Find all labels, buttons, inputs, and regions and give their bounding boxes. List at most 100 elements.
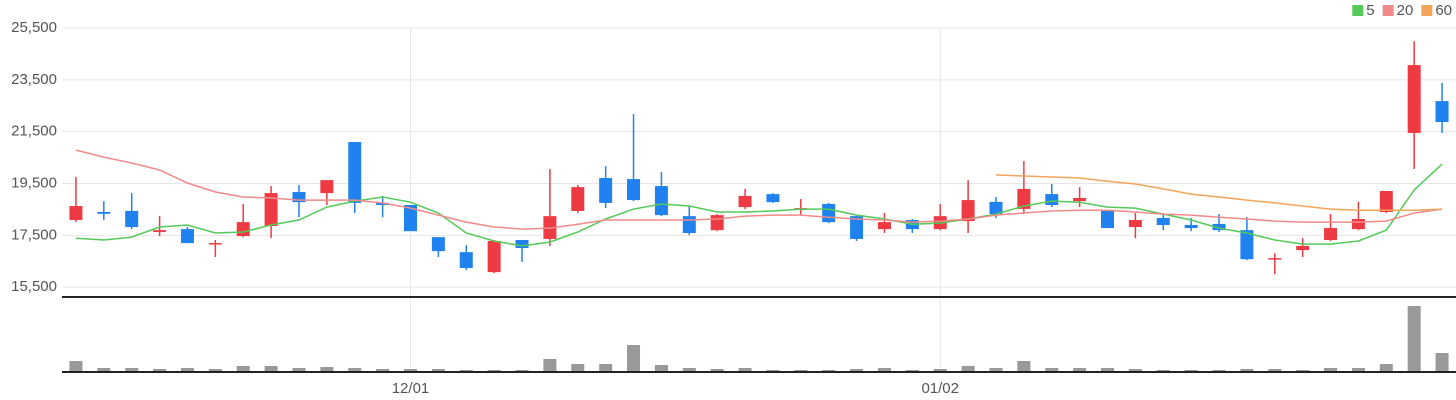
volume-bar [543, 359, 557, 372]
candle-body [1296, 245, 1310, 251]
candle-body [292, 192, 306, 203]
candle-body [682, 216, 696, 233]
y-tick-label: 23,500 [11, 71, 57, 88]
volume-bar [1101, 368, 1114, 372]
legend-label: 60 [1435, 2, 1452, 19]
volume-bar [710, 369, 724, 372]
candle-body [1128, 220, 1142, 228]
volume-bar [1045, 368, 1059, 372]
volume-bar [180, 368, 194, 372]
volume-bar [989, 368, 1003, 372]
candle-body [599, 178, 613, 203]
legend-swatch [1421, 5, 1433, 16]
candle-body [459, 252, 473, 268]
volume-bar [208, 369, 222, 372]
legend-label: 5 [1366, 2, 1374, 19]
candle-body [97, 211, 111, 214]
volume-bar [850, 369, 864, 372]
candle-body [627, 179, 641, 201]
volume-bar [933, 369, 947, 372]
candle-body [738, 195, 752, 208]
candle-body [1156, 217, 1170, 225]
x-tick-label: 01/02 [921, 380, 959, 397]
candle-body [208, 243, 222, 245]
candle-body [1045, 194, 1059, 206]
volume-bar [571, 364, 585, 372]
ma-line [995, 174, 1443, 211]
volume-bar [292, 368, 306, 372]
volume-bar [1435, 353, 1449, 372]
candle-body [180, 229, 194, 244]
candle-body [264, 193, 278, 226]
volume-bar [961, 366, 975, 372]
candle-body [515, 239, 529, 249]
candle-body [1435, 101, 1449, 123]
candle-body [153, 230, 167, 232]
volume-bar [1351, 368, 1365, 372]
candle-body [571, 187, 585, 211]
candle-body [487, 241, 501, 273]
candle-body [654, 186, 668, 216]
x-tick-label: 12/01 [392, 380, 430, 397]
candle-body [989, 201, 1003, 215]
candle-body [1101, 209, 1114, 229]
volume-bar [1268, 369, 1282, 372]
candle-body [1351, 218, 1365, 230]
volume-bar [97, 368, 111, 372]
candle-body [1017, 188, 1031, 209]
volume-bar [348, 368, 362, 372]
candle-body [431, 237, 445, 252]
candle-body [1073, 198, 1087, 202]
candle-body [348, 142, 362, 203]
candle-body [125, 210, 139, 228]
candle-body [1268, 258, 1282, 260]
candle-body [1324, 228, 1338, 240]
volume-bar [654, 365, 668, 372]
candle-body [69, 206, 83, 221]
volume-bar [236, 366, 250, 372]
y-tick-label: 17,500 [11, 226, 57, 243]
candle-body [877, 222, 891, 230]
candle-body [376, 202, 390, 206]
candle-body [710, 215, 724, 231]
volume-bar [431, 369, 445, 372]
volume-bar [1407, 306, 1421, 372]
volume-bar [69, 361, 83, 372]
volume-bar [376, 369, 390, 372]
candle-body [766, 194, 780, 203]
candle-body [236, 222, 250, 237]
candle-body [320, 180, 334, 194]
volume-bar [125, 368, 139, 372]
volume-bar [627, 345, 641, 372]
y-tick-label: 15,500 [11, 278, 57, 295]
volume-bar [738, 368, 752, 372]
volume-bar [153, 369, 167, 372]
ma-line [75, 163, 1443, 247]
y-tick-label: 19,500 [11, 174, 57, 191]
volume-bar [1128, 369, 1142, 372]
ma-line [75, 149, 1443, 230]
volume-bar [1324, 368, 1338, 372]
volume-bar [877, 368, 891, 372]
y-tick-label: 21,500 [11, 123, 57, 140]
candle-body [822, 203, 836, 223]
legend-swatch [1382, 5, 1394, 16]
candle-body [961, 200, 975, 222]
candle-body [1212, 223, 1226, 231]
candle-body [1184, 224, 1198, 229]
candle-body [1407, 65, 1421, 133]
volume-bar [264, 366, 278, 372]
volume-bar [320, 367, 334, 372]
legend-swatch [1352, 5, 1364, 16]
candle-body [1379, 191, 1393, 212]
candle-body [404, 205, 417, 232]
volume-bar [404, 369, 417, 372]
volume-bar [1379, 364, 1393, 372]
legend-label: 20 [1397, 2, 1414, 19]
candle-body [850, 216, 864, 239]
volume-bar [1073, 368, 1087, 372]
y-tick-label: 25,500 [11, 19, 57, 36]
volume-bar [599, 364, 613, 372]
candle-body [1240, 230, 1254, 260]
